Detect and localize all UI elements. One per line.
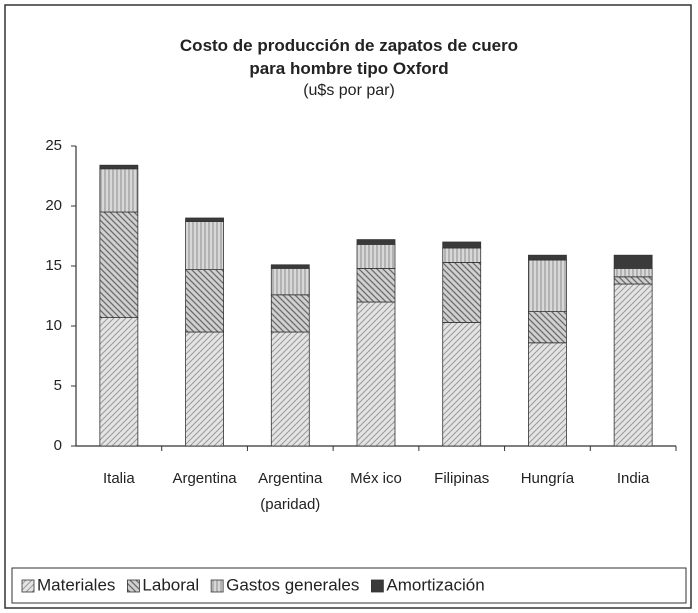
bar-segment [185,331,224,447]
y-tick-label: 5 [54,377,62,394]
x-tick-label: Hungría [520,470,575,487]
bar-segment [356,301,396,447]
bar-segment [356,267,396,303]
bar-segment [185,269,224,333]
x-tick-label: Filipinas [434,470,490,487]
bar-segment [270,331,310,447]
bar-segment [528,254,567,261]
x-tick-label: India [616,470,650,487]
bar-segment [442,247,482,263]
chart-title: Costo de producción de zapatos de cuero … [179,36,519,78]
legend-swatch [127,579,140,593]
x-tick-label: Argentina (paridad) [258,470,323,513]
bar-segment [613,276,653,285]
bar-segment [356,239,396,245]
legend-swatch [210,579,224,593]
legend-swatch [21,579,35,593]
bar-segment [528,259,567,312]
legend-label: Gastos generales [226,575,359,594]
y-tick-label: 15 [45,257,62,274]
bar-segment [613,283,653,447]
bar-segment [99,317,139,447]
y-tick-label: 0 [54,437,62,454]
bar-segment [185,221,224,271]
bar-segment [99,211,139,318]
legend-label: Materiales [37,575,115,594]
legend-swatch [370,579,384,593]
bar-segment [442,321,482,447]
bar-segment [613,254,653,269]
x-tick-label: Argentina [172,470,237,487]
legend-box [11,567,687,604]
bar-segment [185,217,224,222]
bar-segment [528,311,567,344]
bar-segment [270,294,310,333]
x-tick-label: Méx ico [350,470,402,487]
y-tick-label: 10 [45,317,62,334]
chart-subtitle: (u$s por par) [303,82,395,99]
bar-segment [442,241,482,249]
y-tick-label: 25 [45,137,62,154]
bar-segment [99,164,139,170]
bar-segment [528,342,567,447]
y-tick-label: 20 [45,197,62,214]
bar-segment [613,267,653,278]
bar-segment [270,267,310,296]
bar-segment [99,168,139,213]
x-tick-label: Italia [103,470,135,487]
legend-label: Laboral [142,575,199,594]
bar-segment [356,243,396,269]
frame [4,4,692,609]
bar-segment [270,264,310,269]
legend-label: Amortización [386,575,484,594]
bar-segment [442,261,482,323]
